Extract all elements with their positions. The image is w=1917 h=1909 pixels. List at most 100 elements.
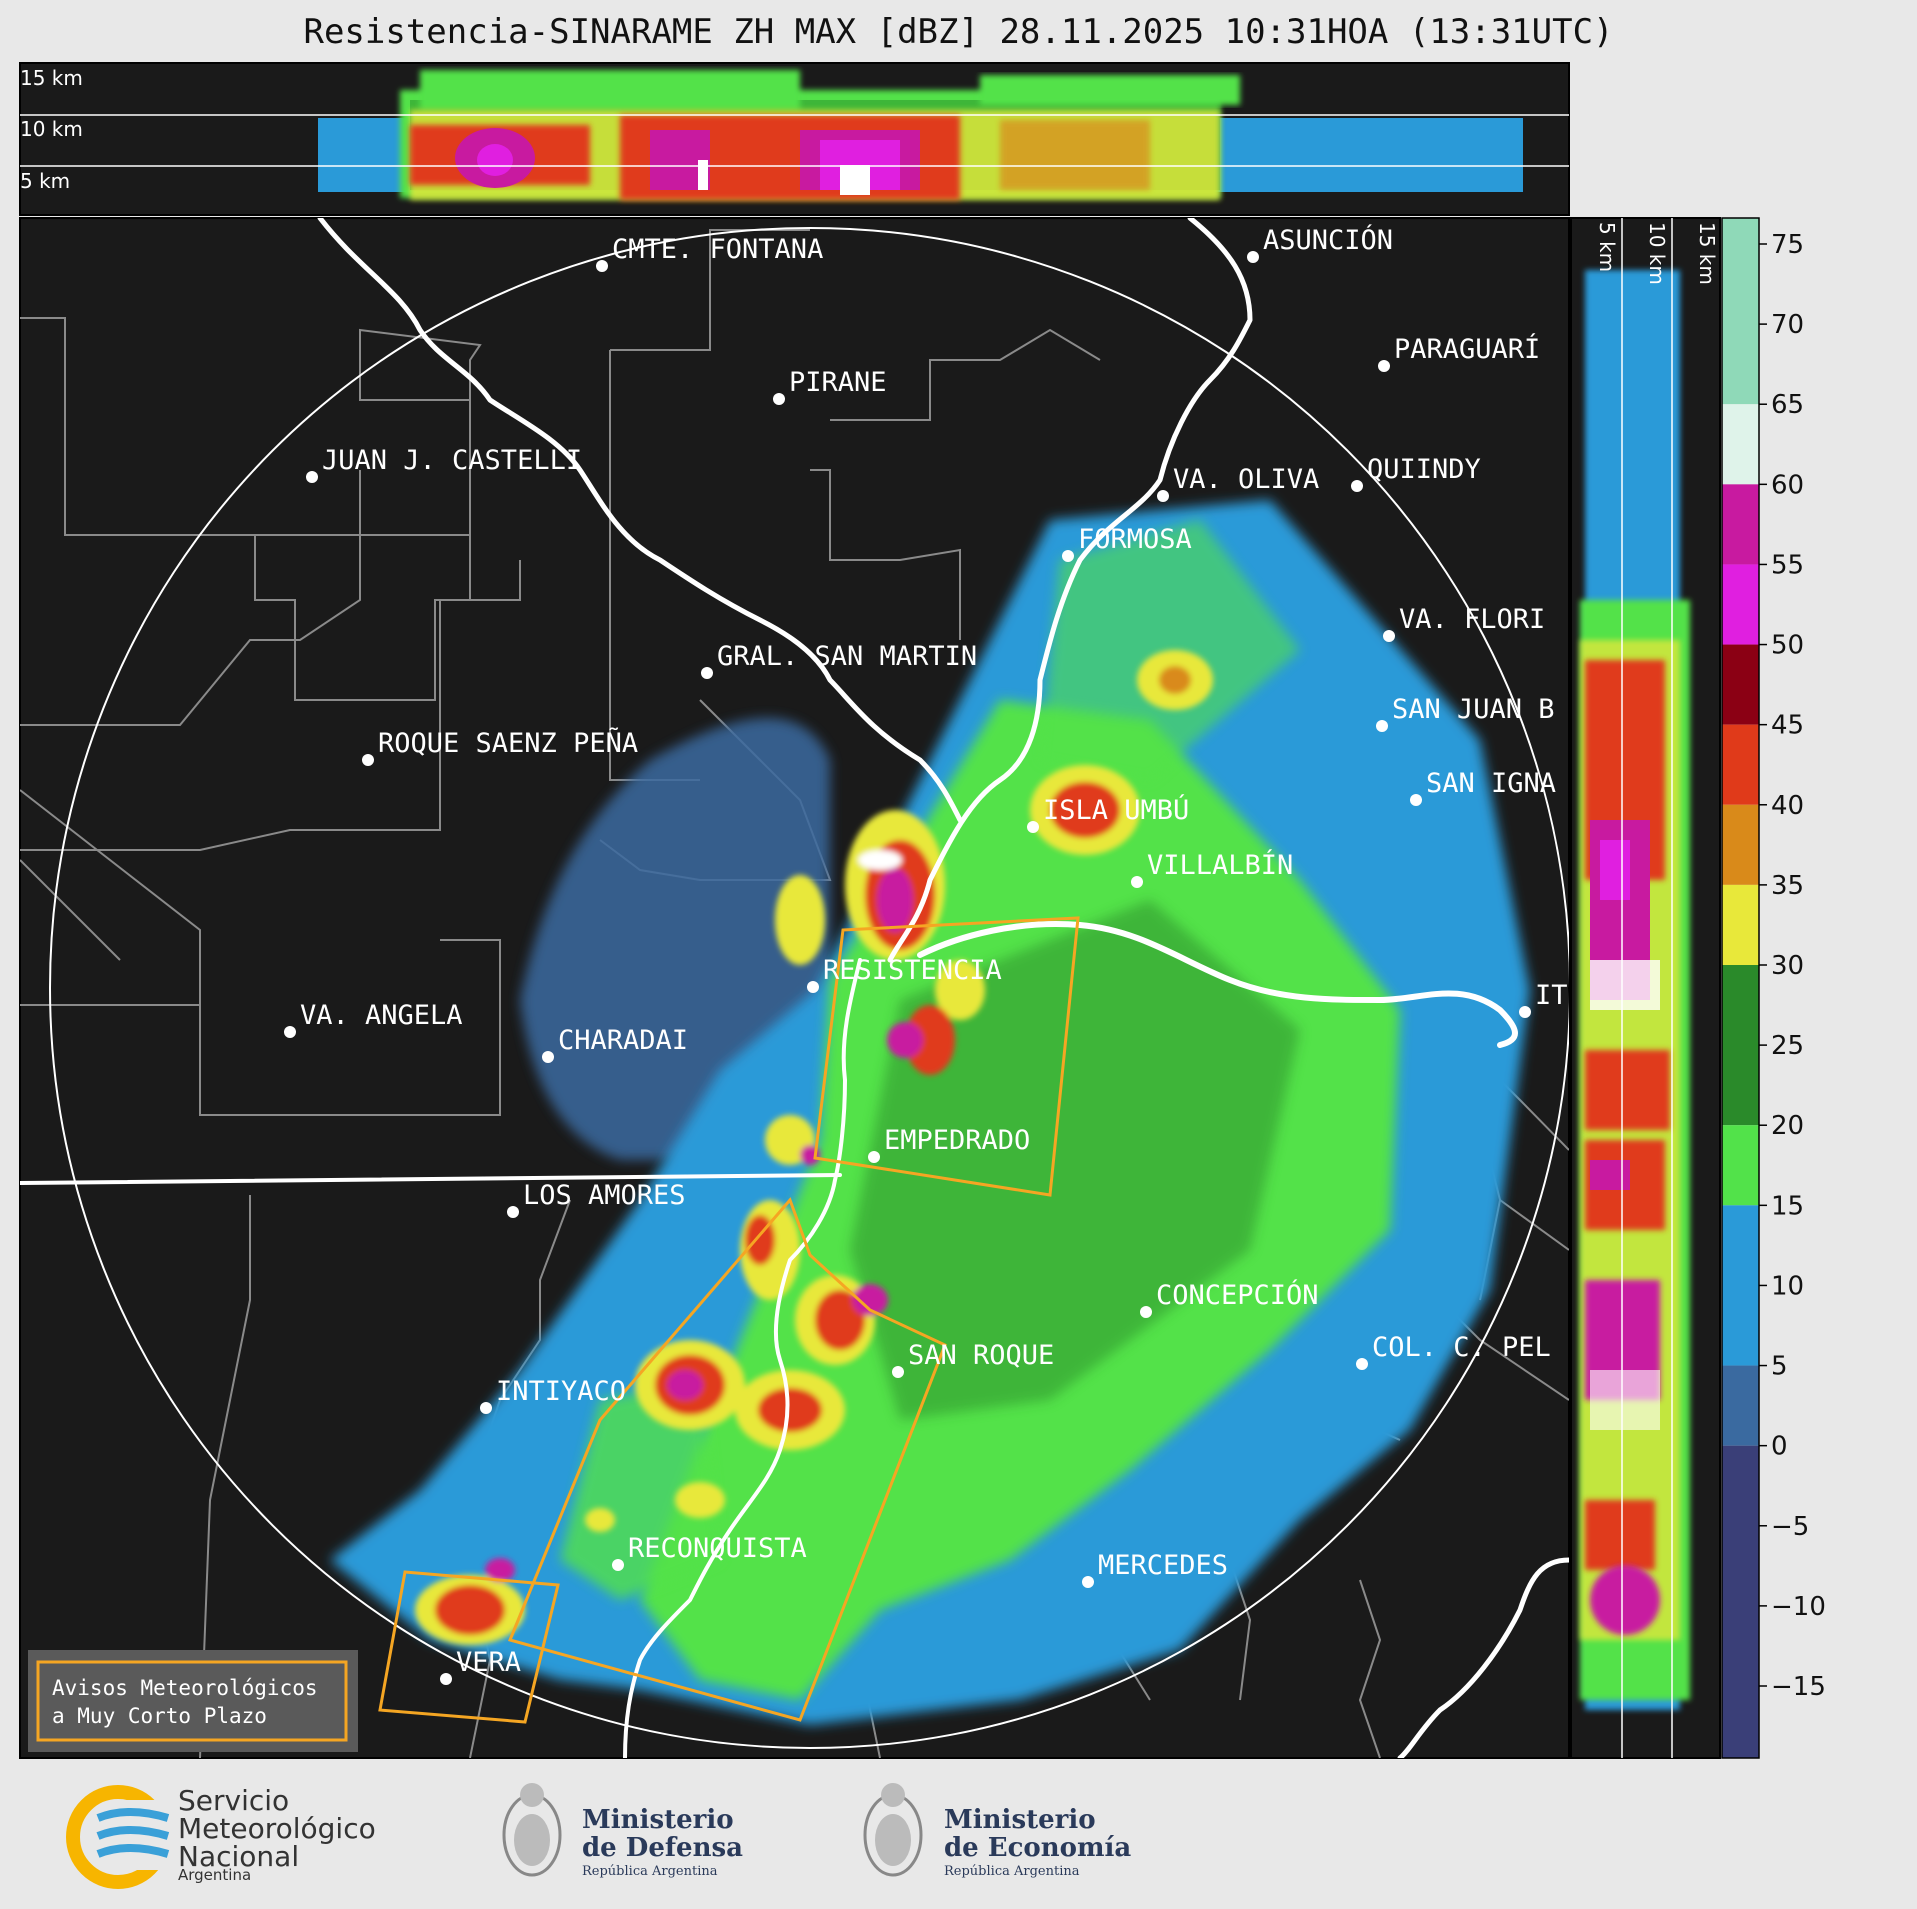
city-dot	[542, 1051, 554, 1063]
city-dot	[440, 1673, 452, 1685]
city-label: PIRANE	[789, 367, 887, 398]
city-label: SAN JUAN B	[1392, 694, 1555, 725]
city-label: VA. FLORI	[1399, 604, 1545, 635]
colorbar-tick-label: 70	[1771, 310, 1804, 340]
radar-map: CMTE. FONTANA ASUNCIÓN PIRANE PARAGUARÍ JUAN…	[19, 217, 1570, 1759]
economia-line1: Ministerio	[944, 1805, 1096, 1835]
warning-polygons	[378, 916, 1080, 1724]
colorbar-tick-label: 50	[1771, 631, 1804, 661]
colorbar-tick-label: 0	[1771, 1432, 1788, 1462]
colorbar-tick-label: 40	[1771, 791, 1804, 821]
city-dot	[480, 1402, 492, 1414]
city-dot	[1376, 720, 1388, 732]
colorbar-tick-label: 75	[1771, 230, 1804, 260]
colorbar-band	[1722, 1365, 1759, 1446]
legend-line2: a Muy Corto Plazo	[52, 1704, 267, 1728]
city-marker: VA. OLIVA	[1157, 464, 1319, 502]
city-dot	[868, 1151, 880, 1163]
colorbar-band	[1722, 644, 1759, 725]
city-marker: CMTE. FONTANA	[596, 234, 823, 272]
city-dot	[1062, 550, 1074, 562]
colorbar-band	[1722, 218, 1759, 405]
radar-echoes	[330, 500, 1530, 1725]
warning-legend: Avisos Meteorológicos a Muy Corto Plazo	[28, 1650, 358, 1752]
city-label: RECONQUISTA	[628, 1533, 807, 1564]
city-label: SAN IGNA	[1426, 768, 1556, 799]
city-label: LOS AMORES	[523, 1180, 686, 1211]
side-cross-section-panel: 5 km 10 km 15 km	[1570, 217, 1721, 1759]
city-label: IT	[1535, 980, 1568, 1011]
side-label-10km: 10 km	[1645, 222, 1669, 285]
colorbar-tick-label: 45	[1771, 711, 1804, 741]
colorbar-tick-label: 55	[1771, 550, 1804, 580]
city-marker: VA. ANGELA	[284, 1000, 463, 1038]
city-label: VERA	[456, 1647, 521, 1678]
city-dot	[892, 1366, 904, 1378]
city-marker: RESISTENCIA	[807, 955, 1002, 993]
smn-line2: Meteorológico	[178, 1812, 376, 1845]
range-ring	[49, 227, 1569, 1749]
city-marker: LOS AMORES	[507, 1180, 686, 1218]
city-marker: VILLALBÍN	[1131, 849, 1293, 888]
city-dot	[612, 1559, 624, 1571]
city-label: CMTE. FONTANA	[612, 234, 823, 265]
colorbar-tick-label: 15	[1771, 1191, 1804, 1221]
colorbar-band	[1722, 1125, 1759, 1206]
defensa-line1: Ministerio	[582, 1805, 734, 1835]
city-label: SAN ROQUE	[908, 1340, 1054, 1371]
city-marker: MERCEDES	[1082, 1550, 1228, 1588]
city-dot	[306, 471, 318, 483]
city-marker: SAN ROQUE	[892, 1340, 1054, 1378]
smn-line3: Nacional	[178, 1840, 299, 1873]
city-marker: VA. FLORI	[1383, 604, 1545, 642]
city-dot	[1140, 1306, 1152, 1318]
colorbar-band	[1722, 1445, 1759, 1758]
rivers-borders	[20, 218, 1569, 1758]
colorbar-tick-label: 5	[1771, 1352, 1788, 1382]
city-dot	[1356, 1358, 1368, 1370]
colorbar-tick-label: 20	[1771, 1111, 1804, 1141]
city-dot	[1131, 876, 1143, 888]
city-marker: IT	[1519, 980, 1568, 1018]
economia-line3: República Argentina	[944, 1864, 1080, 1879]
economia-line2: de Economía	[944, 1833, 1131, 1863]
city-marker: CHARADAI	[542, 1025, 688, 1063]
colorbar-band	[1722, 965, 1759, 1126]
colorbar-band	[1722, 804, 1759, 885]
colorbar-band	[1722, 884, 1759, 965]
city-label: ISLA UMBÚ	[1043, 794, 1189, 826]
city-dot	[1157, 490, 1169, 502]
smn-line4: Argentina	[178, 1866, 251, 1884]
city-marker: QUIINDY	[1351, 454, 1481, 492]
city-label: RESISTENCIA	[823, 955, 1002, 986]
city-marker: ISLA UMBÚ	[1027, 794, 1189, 833]
footer-logos: Servicio Meteorológico Nacional Argentin…	[66, 1783, 1131, 1889]
top-label-5km: 5 km	[20, 169, 70, 193]
warning-polygon-resistencia	[813, 916, 1080, 1197]
city-dot	[362, 754, 374, 766]
city-dot	[1351, 480, 1363, 492]
city-dot	[1082, 1576, 1094, 1588]
city-dot	[284, 1026, 296, 1038]
colorbar-tick-label: 60	[1771, 470, 1804, 500]
colorbar-tick-label: 35	[1771, 871, 1804, 901]
colorbar-tick-label: 25	[1771, 1031, 1804, 1061]
city-dot	[1247, 251, 1259, 263]
city-marker: SAN JUAN B	[1376, 694, 1555, 732]
city-label: COL. C. PEL	[1372, 1332, 1551, 1363]
colorbar-tick-label: 65	[1771, 390, 1804, 420]
city-marker: ROQUE SAENZ PEÑA	[362, 727, 638, 766]
city-marker: INTIYACO	[480, 1376, 626, 1414]
colorbar-tick-label: 30	[1771, 951, 1804, 981]
city-dot	[701, 667, 713, 679]
colorbar-band	[1722, 484, 1759, 565]
city-marker: GRAL. SAN MARTIN	[701, 641, 977, 679]
city-label: VILLALBÍN	[1147, 849, 1293, 881]
city-marker: JUAN J. CASTELLI	[306, 445, 582, 483]
city-marker: ASUNCIÓN	[1247, 224, 1393, 263]
colorbar-band	[1722, 1205, 1759, 1366]
defensa-logo: Ministerio de Defensa República Argentin…	[502, 1783, 743, 1879]
wave-icon	[96, 1808, 170, 1822]
city-marker: RECONQUISTA	[612, 1533, 807, 1571]
